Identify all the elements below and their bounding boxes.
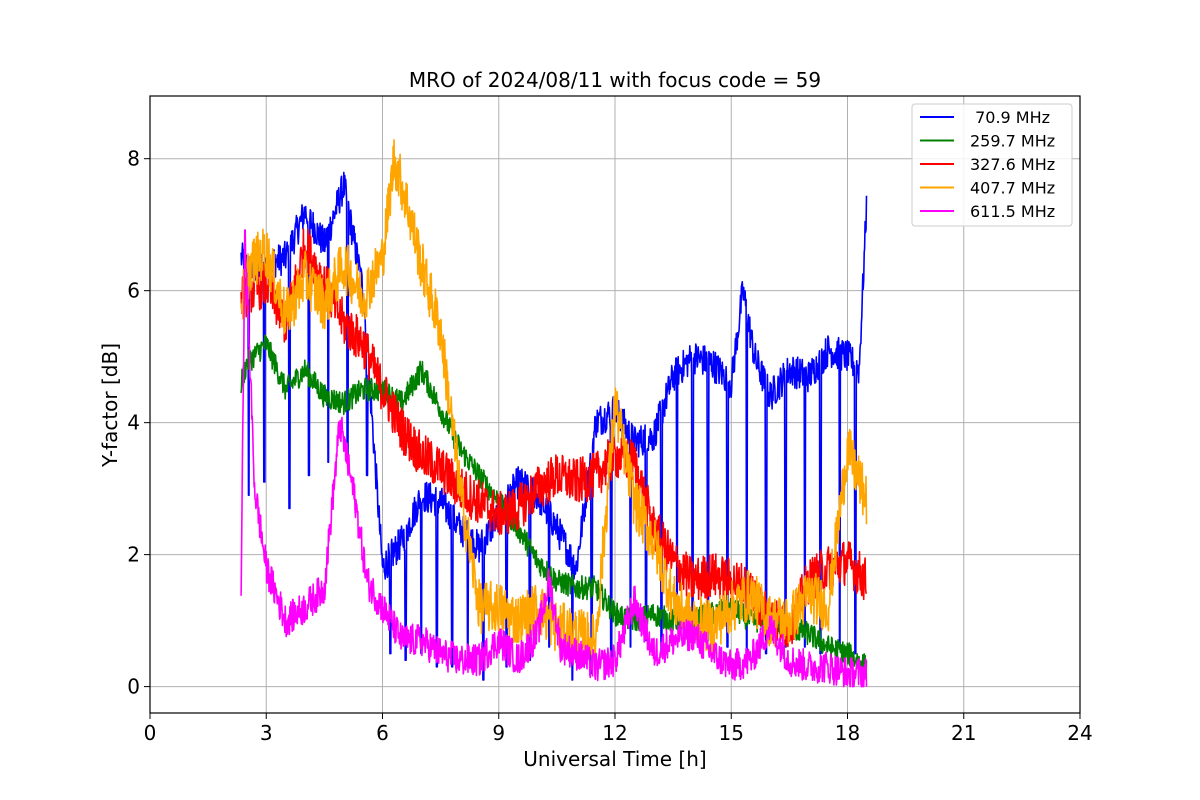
x-tick-label: 21 [951, 721, 976, 745]
y-tick-label: 2 [127, 543, 140, 567]
series-lines [240, 139, 868, 688]
y-tick-label: 8 [127, 147, 140, 171]
series-line [240, 171, 868, 681]
chart-title: MRO of 2024/08/11 with focus code = 59 [409, 68, 821, 92]
legend-label: 407.7 MHz [970, 179, 1055, 198]
legend-label: 327.6 MHz [970, 155, 1055, 174]
legend-label: 70.9 MHz [970, 108, 1050, 127]
y-tick-label: 6 [127, 279, 140, 303]
x-axis-label: Universal Time [h] [523, 747, 706, 771]
x-tick-label: 18 [835, 721, 860, 745]
x-tick-label: 15 [719, 721, 744, 745]
x-tick-label: 12 [602, 721, 627, 745]
y-axis-label: Y-factor [dB] [98, 343, 122, 468]
legend: 70.9 MHz 259.7 MHz 327.6 MHz 407.7 MHz 611.5… [911, 103, 1073, 227]
series-line [240, 139, 868, 667]
legend-label: 259.7 MHz [970, 132, 1055, 151]
y-tick-label: 4 [127, 411, 140, 435]
x-tick-label: 6 [376, 721, 389, 745]
x-tick-label: 24 [1067, 721, 1092, 745]
x-tick-label: 0 [144, 721, 157, 745]
legend-box [911, 103, 1073, 227]
x-tick-label: 3 [260, 721, 273, 745]
series-line [240, 229, 868, 688]
legend-label: 611.5 MHz [970, 202, 1055, 221]
x-tick-label: 9 [492, 721, 505, 745]
y-tick-label: 0 [127, 675, 140, 699]
